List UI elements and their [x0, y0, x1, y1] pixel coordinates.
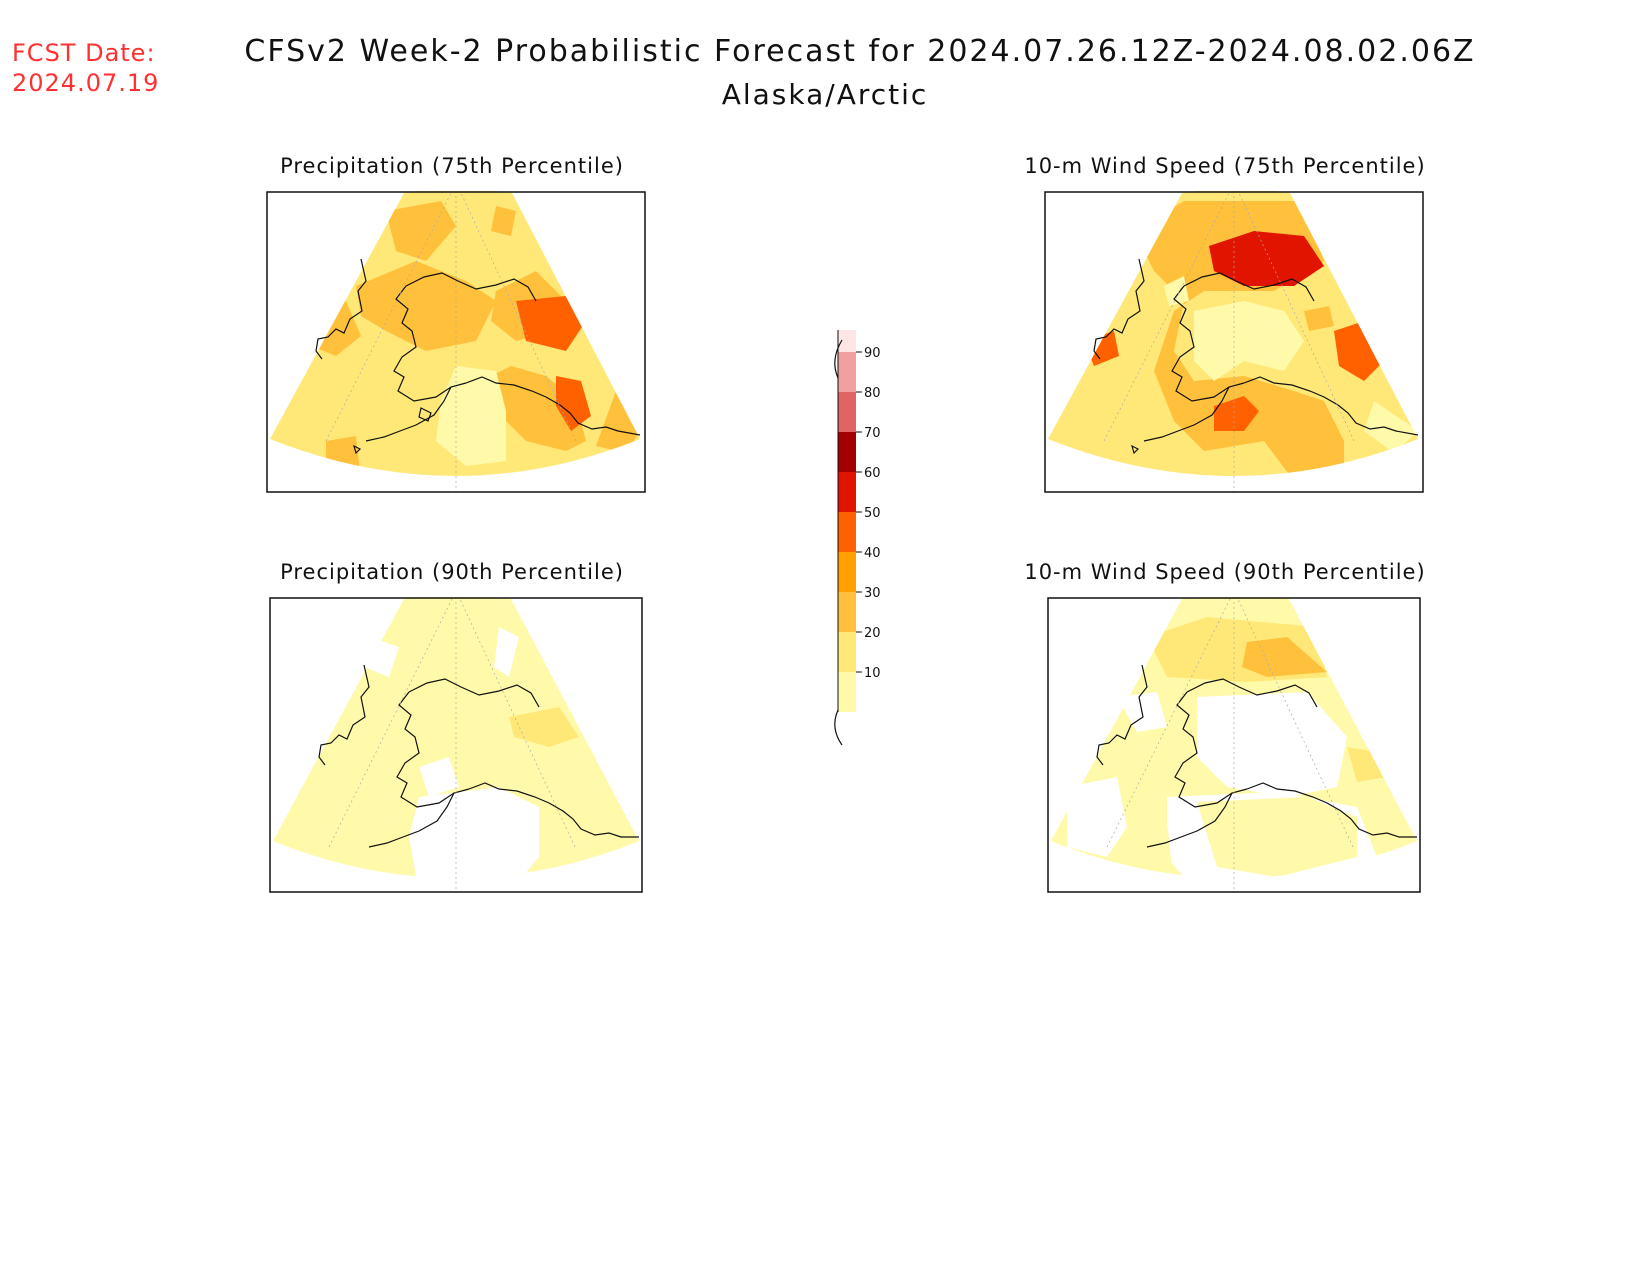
legend-level-label: 70: [864, 426, 881, 441]
color-legend: 10 20 30 40 50 60 70 80 90: [834, 330, 881, 746]
forecast-date-block: FCST Date: 2024.07.19: [12, 38, 159, 98]
legend-level-label: 60: [864, 466, 881, 481]
map-precip-90: [269, 597, 643, 893]
legend-swatch: [838, 352, 856, 392]
legend-swatch: [838, 432, 856, 472]
legend-swatch: [838, 330, 856, 352]
legend-level-label: 10: [864, 666, 881, 681]
chart-title: CFSv2 Week-2 Probabilistic Forecast for …: [244, 34, 1476, 69]
forecast-date-value: 2024.07.19: [12, 69, 160, 97]
region-subtitle: Alaska/Arctic: [721, 78, 929, 111]
forecast-date-label: FCST Date:: [12, 39, 156, 67]
legend-level-label: 20: [864, 626, 881, 641]
chart-title-block: CFSv2 Week-2 Probabilistic Forecast for …: [0, 34, 1650, 111]
legend-swatch: [838, 552, 856, 592]
legend-swatch: [838, 512, 856, 552]
legend-swatch: [838, 632, 856, 672]
panel-title-wind-90: 10-m Wind Speed (90th Percentile): [1024, 560, 1426, 584]
legend-level-label: 90: [864, 346, 881, 361]
legend-level-label: 40: [864, 546, 881, 561]
legend-swatch: [838, 472, 856, 512]
legend-level-label: 30: [864, 586, 881, 601]
legend-swatch: [838, 672, 856, 712]
legend-swatch: [838, 592, 856, 632]
map-precip-75: [266, 191, 646, 493]
map-wind-75: [1044, 191, 1424, 493]
legend-level-label: 80: [864, 386, 881, 401]
legend-swatch: [838, 392, 856, 432]
map-wind-90: [1047, 597, 1421, 893]
legend-level-label: 50: [864, 506, 881, 521]
panel-title-wind-75: 10-m Wind Speed (75th Percentile): [1024, 154, 1426, 178]
panel-title-precip-75: Precipitation (75th Percentile): [280, 154, 624, 178]
panel-title-precip-90: Precipitation (90th Percentile): [280, 560, 624, 584]
